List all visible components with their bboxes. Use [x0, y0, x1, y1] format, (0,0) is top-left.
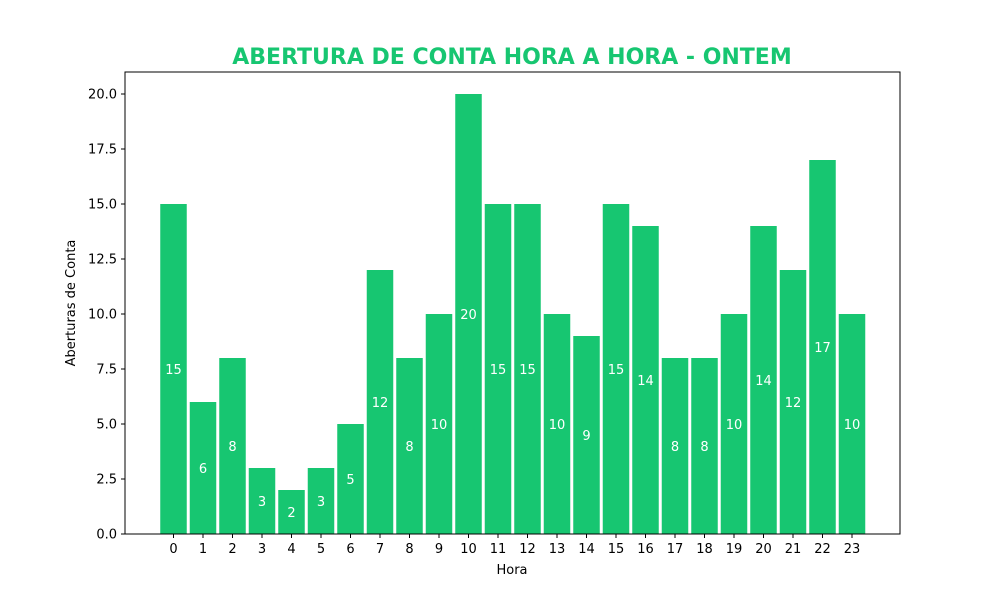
x-tick-label: 10 [460, 542, 477, 557]
bar-value-label: 8 [228, 440, 236, 455]
bar-value-label: 10 [549, 418, 566, 433]
bar-value-label: 20 [460, 308, 477, 323]
bar-hour-17 [661, 358, 689, 534]
bar-hour-23 [838, 314, 866, 534]
bar-value-label: 2 [287, 506, 295, 521]
bar-hour-10 [455, 94, 482, 534]
x-tick-label: 15 [608, 542, 625, 557]
bar-hour-20 [750, 226, 777, 534]
bar-hour-11 [484, 204, 512, 534]
bar-value-label: 10 [844, 418, 861, 433]
bar-value-label: 14 [755, 374, 772, 389]
bar-hour-7 [366, 270, 394, 534]
y-tick-label: 12.5 [88, 253, 117, 268]
bar-hour-2 [219, 358, 246, 534]
bar-hour-0 [160, 204, 187, 534]
bar-hour-12 [514, 204, 541, 534]
y-axis-ticks: 0.0 2.5 5.0 7.5 10.0 12.5 15.0 17.5 20.0 [88, 88, 125, 543]
bar-value-label: 15 [519, 363, 536, 378]
bar-hour-19 [720, 314, 748, 534]
bar-hour-9 [425, 314, 453, 534]
y-axis-label: Aberturas de Conta [64, 240, 79, 367]
x-tick-label: 14 [578, 542, 595, 557]
bar-value-label: 17 [814, 341, 831, 356]
x-tick-label: 21 [785, 542, 802, 557]
y-tick-label: 10.0 [88, 308, 117, 323]
x-tick-label: 4 [287, 542, 295, 557]
bar-hour-1 [189, 402, 217, 534]
bar-hour-5 [307, 468, 335, 534]
x-tick-label: 17 [667, 542, 684, 557]
bar-hour-8 [396, 358, 423, 534]
y-tick-label: 20.0 [88, 88, 117, 103]
x-tick-label: 7 [376, 542, 384, 557]
bar-value-label: 3 [317, 495, 325, 510]
x-tick-label: 11 [490, 542, 507, 557]
plot-area-frame [124, 71, 901, 535]
y-tick-label: 15.0 [88, 198, 117, 213]
chart-title: ABERTURA DE CONTA HORA A HORA - ONTEM [232, 45, 791, 70]
x-tick-label: 2 [228, 542, 236, 557]
bar-hour-6 [337, 424, 364, 534]
bar-value-label: 10 [726, 418, 743, 433]
bar-value-label: 12 [372, 396, 389, 411]
bar-hour-4 [278, 490, 305, 534]
x-tick-label: 23 [844, 542, 861, 557]
x-tick-label: 22 [814, 542, 831, 557]
bar-value-label: 15 [608, 363, 625, 378]
bar-hour-15 [602, 204, 630, 534]
bar-hour-16 [632, 226, 659, 534]
bar-value-label: 3 [258, 495, 266, 510]
bar-value-label: 12 [785, 396, 802, 411]
x-tick-label: 8 [405, 542, 413, 557]
x-tick-label: 9 [435, 542, 443, 557]
x-tick-label: 0 [169, 542, 177, 557]
y-tick-label: 5.0 [96, 418, 117, 433]
x-axis-ticks: 0 1 2 3 4 5 6 7 8 9 10 11 12 13 14 15 16 17 18 19 20 21 22 23 [169, 534, 860, 557]
bar-value-labels: 15 6 8 3 2 3 5 12 8 10 20 15 15 10 9 15 14 8 8 10 14 12 17 10 [165, 308, 860, 521]
y-tick-label: 2.5 [96, 473, 117, 488]
bar-hour-18 [691, 358, 718, 534]
bar-value-label: 8 [671, 440, 679, 455]
bar-hour-13 [543, 314, 571, 534]
bar-value-label: 5 [346, 473, 354, 488]
x-tick-label: 6 [346, 542, 354, 557]
x-tick-label: 13 [549, 542, 566, 557]
x-tick-label: 3 [258, 542, 266, 557]
bar-value-label: 6 [199, 462, 207, 477]
y-tick-label: 17.5 [88, 143, 117, 158]
bar-value-label: 14 [637, 374, 654, 389]
x-tick-label: 5 [317, 542, 325, 557]
bar-value-label: 8 [405, 440, 413, 455]
bar-value-label: 10 [431, 418, 448, 433]
x-tick-label: 12 [519, 542, 536, 557]
bar-hour-14 [573, 336, 600, 534]
x-tick-label: 19 [726, 542, 743, 557]
bar-value-label: 15 [490, 363, 507, 378]
bar-hour-22 [809, 160, 836, 534]
bars-group [160, 94, 866, 534]
bar-value-label: 9 [582, 429, 590, 444]
x-axis-label: Hora [496, 563, 527, 578]
bar-hour-21 [779, 270, 807, 534]
y-tick-label: 7.5 [96, 363, 117, 378]
bar-hour-3 [248, 468, 276, 534]
bar-value-label: 8 [700, 440, 708, 455]
y-tick-label: 0.0 [96, 528, 117, 543]
x-tick-label: 1 [199, 542, 207, 557]
bar-value-label: 15 [165, 363, 182, 378]
x-tick-label: 20 [755, 542, 772, 557]
x-tick-label: 16 [637, 542, 654, 557]
x-tick-label: 18 [696, 542, 713, 557]
